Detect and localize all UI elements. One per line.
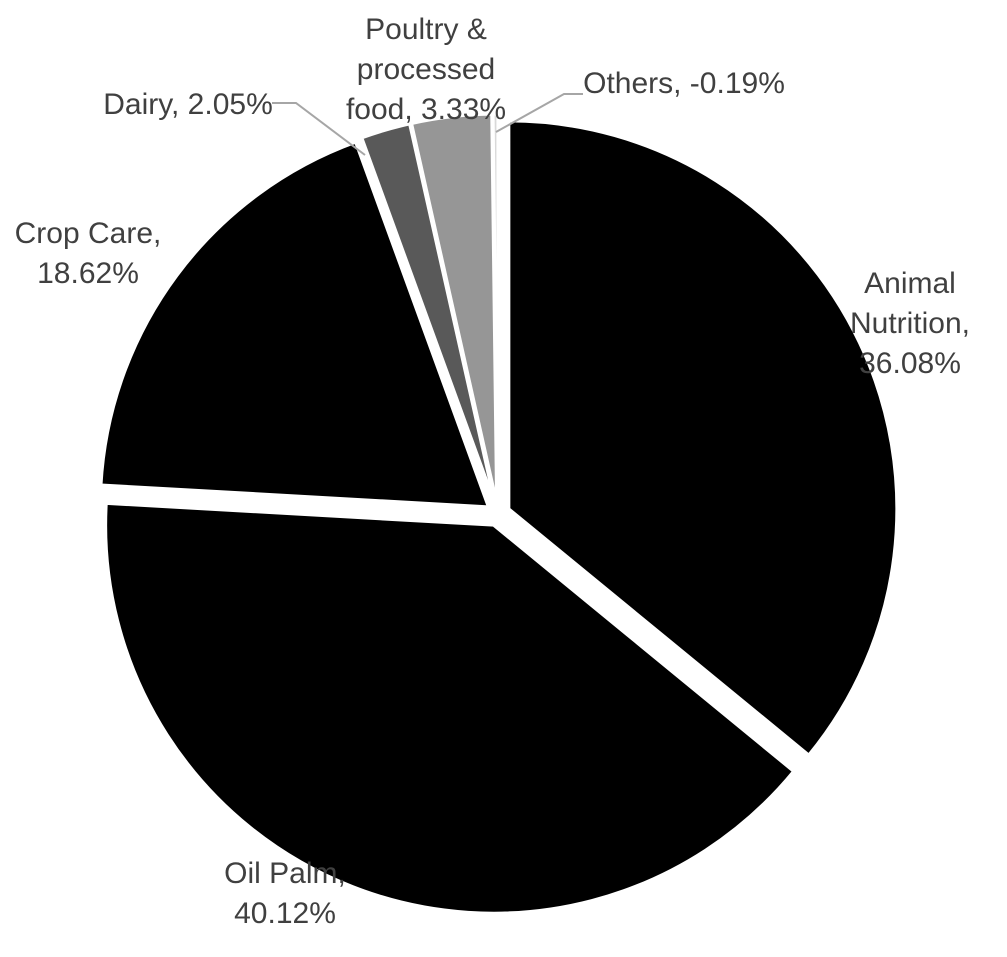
slice-dairy (359, 122, 497, 503)
label-animal-nutrition-line-3: 36.08% (859, 347, 961, 380)
leader-line-others (495, 93, 583, 133)
label-poultry-and-processed-food-line-3: food, 3.33% (346, 93, 506, 126)
label-crop-care: Crop Care, 18.62% (15, 217, 162, 290)
slice-others (491, 112, 500, 503)
label-crop-care-line-1: Crop Care, (15, 217, 162, 250)
label-others: Others, -0.19% (583, 67, 785, 100)
slice-animal-nutrition (507, 119, 899, 758)
label-animal-nutrition: Animal Nutrition, 36.08% (850, 267, 970, 380)
label-animal-nutrition-line-2: Nutrition, (850, 307, 970, 340)
label-dairy: Dairy, 2.05% (103, 88, 273, 121)
label-oil-palm: Oil Palm, 40.12% (224, 857, 346, 930)
label-poultry-and-processed-food-line-2: processed (357, 53, 495, 86)
label-poultry-and-processed-food-line-1: Poultry & (365, 13, 487, 46)
label-crop-care-line-2: 18.62% (37, 257, 139, 290)
slice-labels: Animal Nutrition, 36.08% Oil Palm, 40.12% Cro… (15, 13, 970, 930)
leader-line-dairy (272, 102, 366, 156)
label-oil-palm-line-2: 40.12% (234, 897, 336, 930)
label-others-line-1: Others, -0.19% (583, 67, 785, 100)
pie-slices (99, 112, 899, 915)
label-animal-nutrition-line-1: Animal (864, 267, 956, 300)
slice-oil-palm (104, 501, 796, 915)
label-dairy-line-1: Dairy, 2.05% (103, 88, 273, 121)
leader-lines (272, 93, 583, 156)
slice-crop-care (99, 140, 491, 509)
label-poultry-and-processed-food: Poultry & processed food, 3.33% (346, 13, 506, 126)
label-oil-palm-line-1: Oil Palm, (224, 857, 346, 890)
